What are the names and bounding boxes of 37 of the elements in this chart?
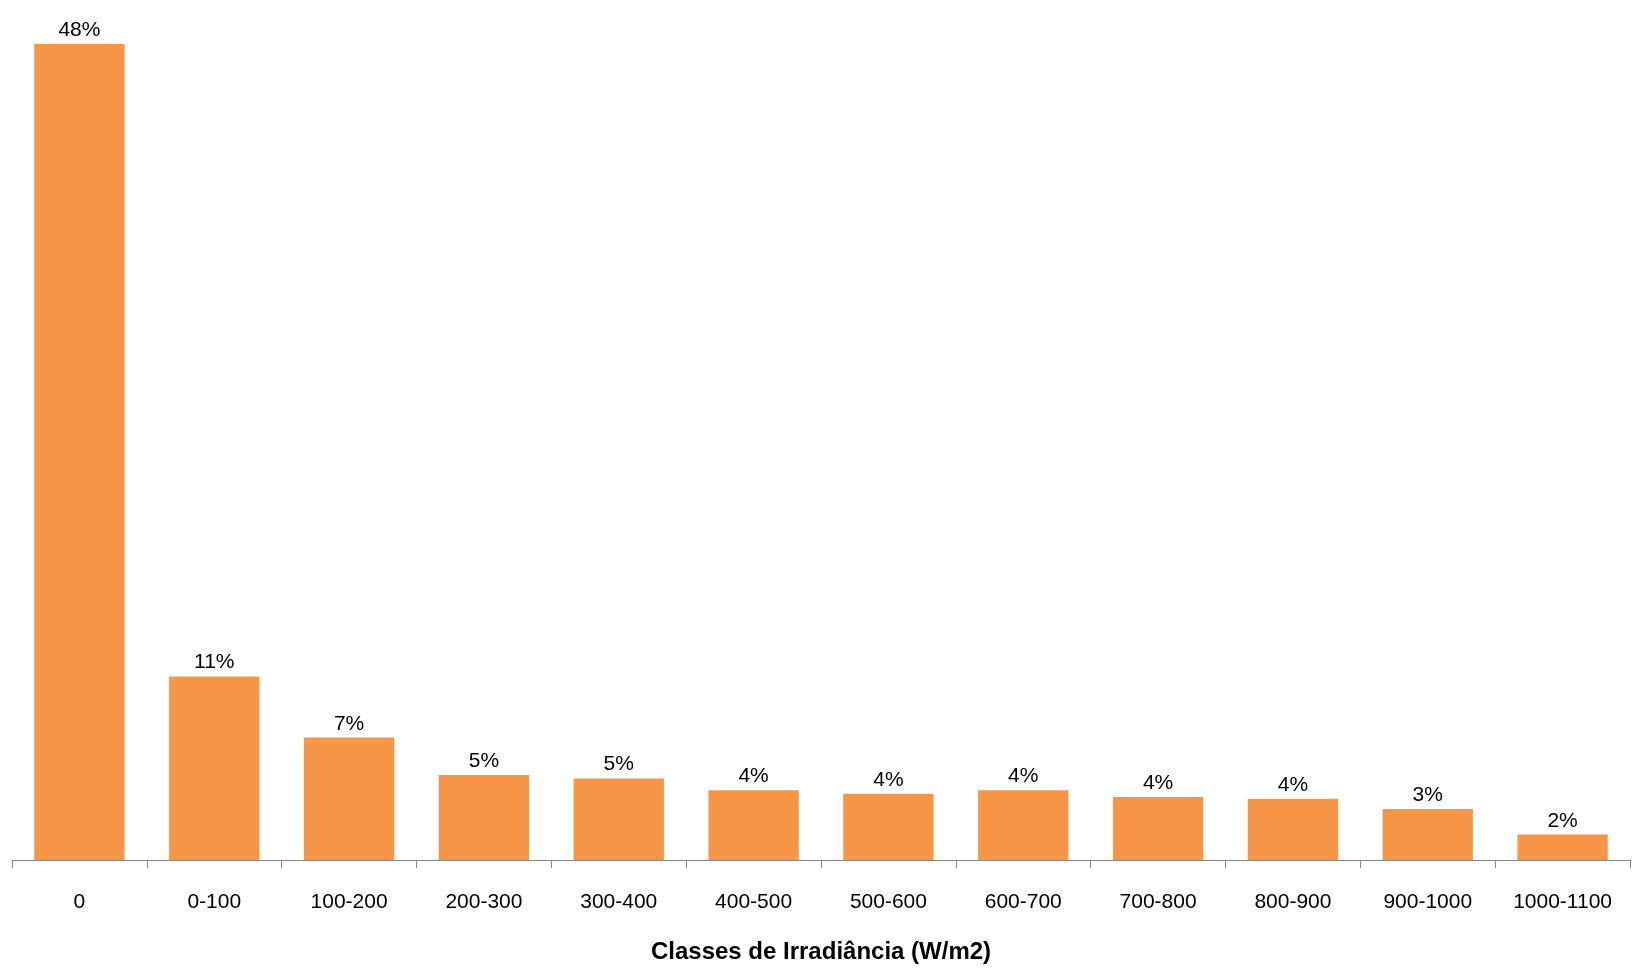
x-tick-label: 100-200: [310, 889, 388, 912]
bar: [34, 44, 125, 860]
bar: [1112, 797, 1204, 860]
x-tick-label: 300-400: [580, 889, 658, 912]
x-tick-label: 600-700: [984, 889, 1062, 912]
bar: [843, 793, 934, 860]
bar: [1247, 798, 1339, 860]
bar: [1382, 809, 1473, 860]
x-tick-label: 900-1000: [1383, 889, 1473, 912]
data-label: 5%: [603, 751, 634, 775]
bar: [169, 676, 260, 860]
data-label: 3%: [1412, 782, 1443, 805]
bar: [708, 790, 799, 860]
data-label: 48%: [58, 17, 101, 40]
x-tick-label: 0-100: [187, 889, 242, 912]
data-label: 11%: [194, 649, 235, 673]
x-tick-label: 400-500: [715, 889, 793, 912]
data-label: 7%: [333, 710, 365, 734]
x-tick-label: 0: [73, 889, 86, 912]
data-label: 4%: [1277, 771, 1309, 795]
x-tick-label: 700-800: [1119, 889, 1197, 912]
x-axis-title: Classes de Irradiância (W/m2): [650, 936, 992, 964]
data-label: 4%: [1008, 763, 1039, 787]
x-tick-label: 200-300: [445, 889, 523, 912]
data-label: 2%: [1547, 807, 1578, 831]
x-tick-label: 500-600: [849, 889, 927, 912]
data-label: 4%: [1142, 770, 1174, 794]
data-label: 4%: [873, 766, 904, 790]
bar: [438, 775, 530, 860]
x-tick-label: 1000-1100: [1513, 889, 1613, 912]
bar: [573, 778, 664, 860]
bar: [978, 790, 1069, 860]
bar: [303, 737, 395, 860]
data-label: 5%: [468, 748, 500, 771]
bar: [1517, 834, 1608, 860]
data-label: 4%: [738, 763, 769, 787]
x-tick-label: 800-900: [1254, 889, 1332, 912]
